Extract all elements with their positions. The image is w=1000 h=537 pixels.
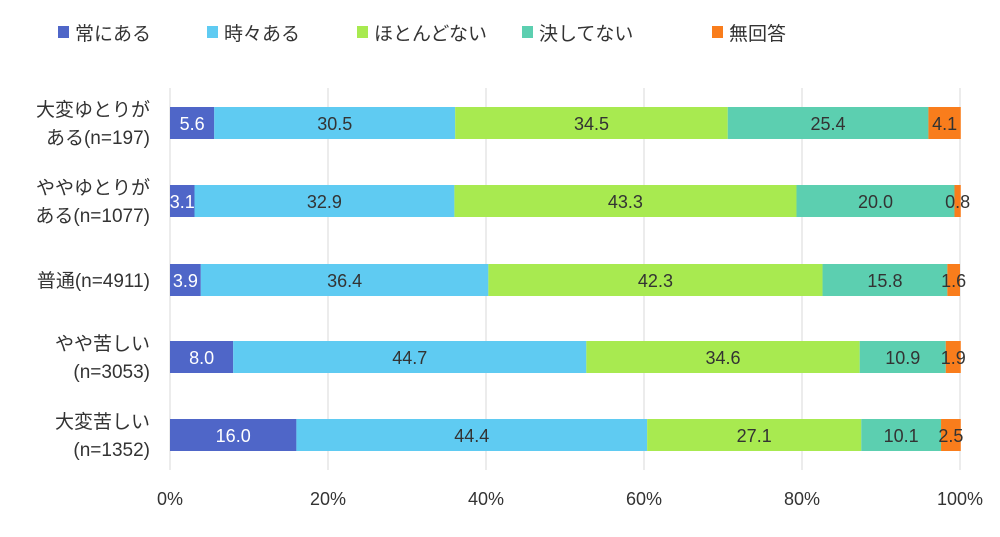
data-label: 3.1 xyxy=(170,192,195,212)
bar-segment xyxy=(200,264,489,296)
bar-segment xyxy=(170,264,201,296)
data-label: 5.6 xyxy=(180,114,205,134)
category-label: (n=1352) xyxy=(73,440,150,461)
x-tick-label: 80% xyxy=(784,489,820,509)
bar-segment xyxy=(233,341,587,373)
data-label: 44.4 xyxy=(454,426,489,446)
data-label: 16.0 xyxy=(216,426,251,446)
bar-segment xyxy=(941,419,961,451)
data-label: 0.8 xyxy=(945,192,970,212)
bar-segment xyxy=(796,185,955,217)
category-label: ややゆとりが xyxy=(36,177,150,199)
bar-segment xyxy=(647,419,862,451)
data-label: 2.5 xyxy=(938,426,963,446)
bar-segment xyxy=(455,107,728,139)
bar-segment xyxy=(861,419,942,451)
bar-segment xyxy=(586,341,860,373)
data-label: 4.1 xyxy=(932,114,957,134)
bar-segment xyxy=(454,185,797,217)
legend-swatch xyxy=(712,26,723,38)
legend-swatch xyxy=(58,26,69,38)
data-label: 15.8 xyxy=(867,271,902,291)
x-tick-label: 60% xyxy=(626,489,662,509)
data-label: 10.9 xyxy=(885,348,920,368)
legend-label: 無回答 xyxy=(729,23,786,45)
data-label: 43.3 xyxy=(608,192,643,212)
data-label: 1.9 xyxy=(941,348,966,368)
data-label: 42.3 xyxy=(638,271,673,291)
category-label: やや苦しい xyxy=(55,333,150,355)
data-label: 44.7 xyxy=(392,348,427,368)
bar-segment xyxy=(928,107,961,139)
x-tick-label: 40% xyxy=(468,489,504,509)
bar-segment xyxy=(170,341,234,373)
data-label: 1.6 xyxy=(941,271,966,291)
bar-segment xyxy=(194,185,455,217)
legend-label: 常にある xyxy=(75,23,151,45)
x-tick-label: 100% xyxy=(937,489,983,509)
legend-label: 決してない xyxy=(539,23,633,45)
bar-segment xyxy=(296,419,648,451)
category-label: 大変苦しい xyxy=(55,411,150,433)
legend-swatch xyxy=(522,26,533,38)
data-label: 32.9 xyxy=(307,192,342,212)
bar-segment xyxy=(859,341,946,373)
bar-segment xyxy=(170,419,297,451)
data-label: 27.1 xyxy=(737,426,772,446)
x-tick-label: 20% xyxy=(310,489,346,509)
bar-segment xyxy=(170,107,215,139)
category-label: ある(n=197) xyxy=(46,128,150,149)
bar-segment xyxy=(947,264,960,296)
data-label: 34.6 xyxy=(705,348,740,368)
bar-segment xyxy=(945,341,961,373)
legend-swatch xyxy=(357,26,368,38)
x-tick-label: 0% xyxy=(157,489,183,509)
category-label: 大変ゆとりが xyxy=(36,99,150,121)
data-label: 25.4 xyxy=(811,114,846,134)
bar-segment xyxy=(214,107,456,139)
legend-swatch xyxy=(207,26,218,38)
category-label: ある(n=1077) xyxy=(35,206,150,227)
bar-segment xyxy=(727,107,929,139)
data-label: 20.0 xyxy=(858,192,893,212)
category-label: 普通(n=4911) xyxy=(37,270,150,292)
bar-segment xyxy=(954,185,961,217)
data-label: 10.1 xyxy=(884,426,919,446)
bar-segment xyxy=(822,264,948,296)
data-label: 34.5 xyxy=(574,114,609,134)
data-label: 30.5 xyxy=(317,114,352,134)
category-label: (n=3053) xyxy=(73,362,150,383)
data-label: 8.0 xyxy=(189,348,214,368)
legend-label: 時々ある xyxy=(224,23,300,45)
data-label: 36.4 xyxy=(327,271,362,291)
data-label: 3.9 xyxy=(173,271,198,291)
bar-segment xyxy=(170,185,195,217)
bar-segment xyxy=(488,264,823,296)
legend-label: ほとんどない xyxy=(374,23,487,45)
